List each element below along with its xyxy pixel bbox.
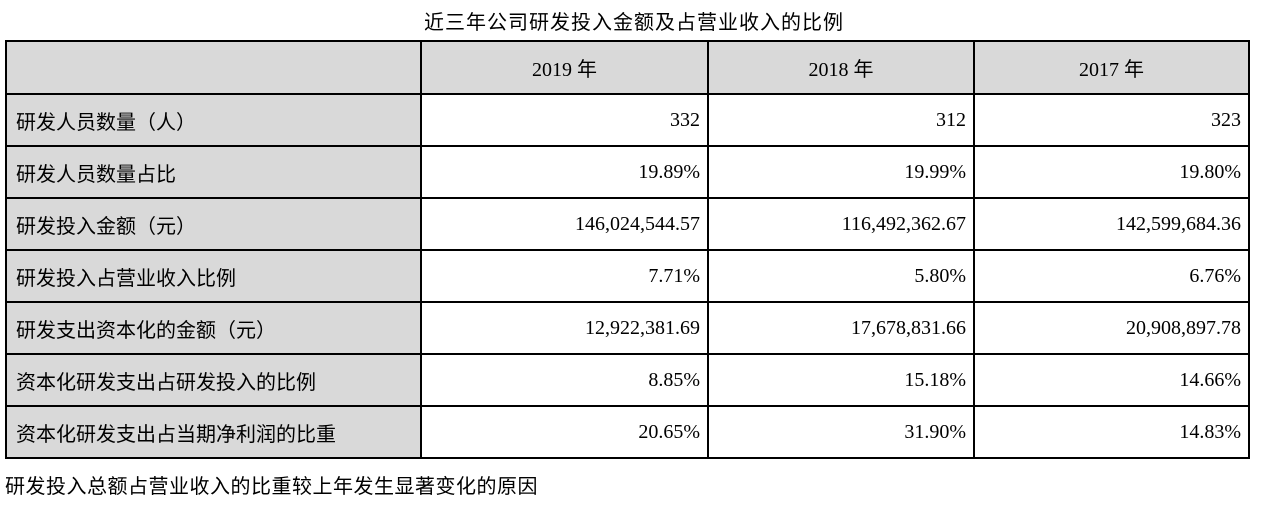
row-value: 14.66%	[973, 353, 1250, 407]
year-header: 2018 年	[707, 40, 975, 95]
table-row: 研发投入占营业收入比例 7.71% 5.80% 6.76%	[5, 249, 1250, 303]
row-value: 12,922,381.69	[420, 301, 709, 355]
corner-cell	[5, 40, 422, 95]
table-title: 近三年公司研发投入金额及占营业收入的比例	[424, 12, 844, 34]
row-label: 研发投入金额（元）	[5, 197, 422, 251]
row-value: 15.18%	[707, 353, 975, 407]
table-row: 研发投入金额（元） 146,024,544.57 116,492,362.67 142…	[5, 197, 1250, 251]
row-value: 323	[973, 93, 1250, 147]
row-value: 312	[707, 93, 975, 147]
year-header: 2017 年	[973, 40, 1250, 95]
row-value: 146,024,544.57	[420, 197, 709, 251]
row-label: 研发人员数量占比	[5, 145, 422, 199]
table-row: 研发支出资本化的金额（元） 12,922,381.69 17,678,831.66 2…	[5, 301, 1250, 355]
row-value: 31.90%	[707, 405, 975, 459]
row-label: 研发投入占营业收入比例	[5, 249, 422, 303]
row-value: 7.71%	[420, 249, 709, 303]
row-value: 20.65%	[420, 405, 709, 459]
row-value: 19.89%	[420, 145, 709, 199]
row-value: 17,678,831.66	[707, 301, 975, 355]
row-value: 19.80%	[973, 145, 1250, 199]
row-value: 5.80%	[707, 249, 975, 303]
row-label: 资本化研发支出占研发投入的比例	[5, 353, 422, 407]
row-value: 19.99%	[707, 145, 975, 199]
table-row: 资本化研发支出占研发投入的比例 8.85% 15.18% 14.66%	[5, 353, 1250, 407]
row-value: 142,599,684.36	[973, 197, 1250, 251]
row-label: 研发人员数量（人）	[5, 93, 422, 147]
table-row: 资本化研发支出占当期净利润的比重 20.65% 31.90% 14.83%	[5, 405, 1250, 459]
row-value: 8.85%	[420, 353, 709, 407]
header-row: 2019 年 2018 年 2017 年	[5, 40, 1250, 95]
row-value: 6.76%	[973, 249, 1250, 303]
table-row: 研发人员数量占比 19.89% 19.99% 19.80%	[5, 145, 1250, 199]
row-label: 资本化研发支出占当期净利润的比重	[5, 405, 422, 459]
row-value: 332	[420, 93, 709, 147]
table-body: 研发人员数量（人） 332 312 323 研发人员数量占比 19.89% 19.99% 19…	[5, 93, 1250, 459]
row-label: 研发支出资本化的金额（元）	[5, 301, 422, 355]
table-row: 研发人员数量（人） 332 312 323	[5, 93, 1250, 147]
rd-investment-table: 2019 年 2018 年 2017 年 研发人员数量（人） 332 312 323 研发人…	[5, 40, 1250, 459]
year-header: 2019 年	[420, 40, 709, 95]
row-value: 14.83%	[973, 405, 1250, 459]
row-value: 116,492,362.67	[707, 197, 975, 251]
row-value: 20,908,897.78	[973, 301, 1250, 355]
footer-note: 研发投入总额占营业收入的比重较上年发生显著变化的原因	[5, 476, 538, 498]
